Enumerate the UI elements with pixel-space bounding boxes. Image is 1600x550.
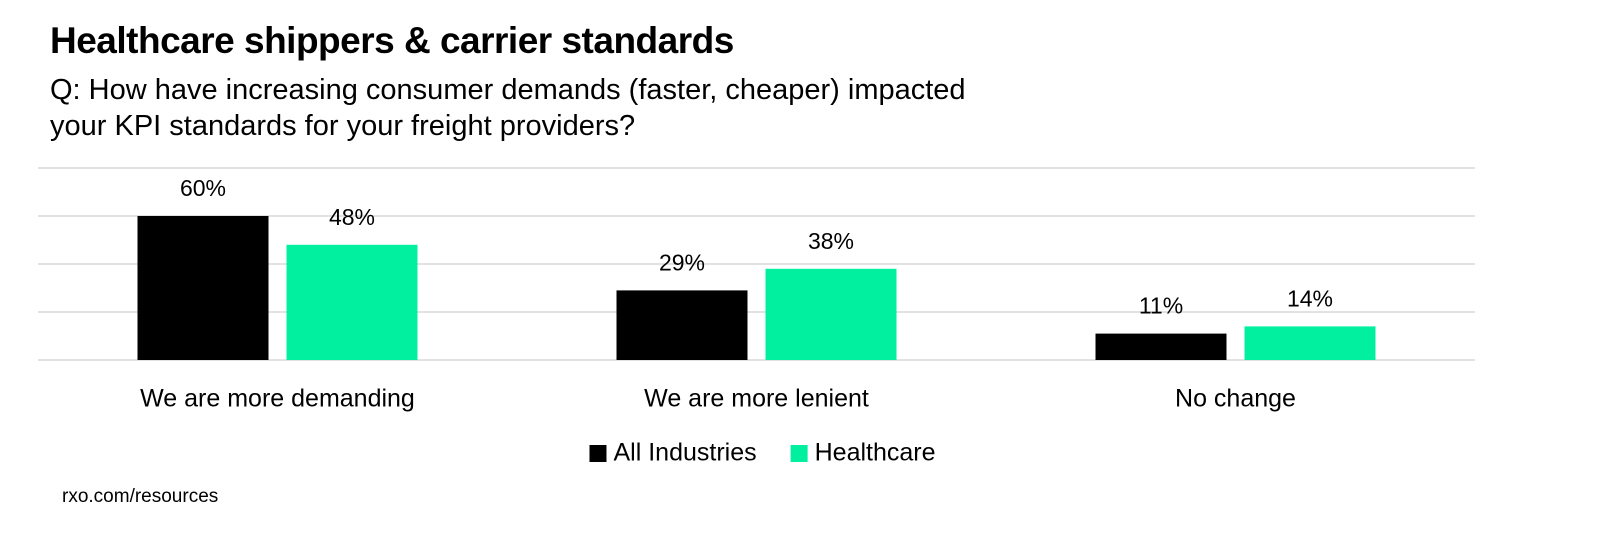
- value-label: 29%: [659, 249, 705, 275]
- legend-swatch: [790, 445, 808, 462]
- x-tick-label: We are more lenient: [644, 385, 869, 413]
- value-label: 48%: [329, 204, 375, 230]
- bar: [1095, 333, 1227, 360]
- value-label: 11%: [1139, 293, 1183, 319]
- legend-label: All Industries: [613, 439, 756, 467]
- value-label: 14%: [1287, 285, 1333, 311]
- legend-label: Healthcare: [815, 439, 936, 467]
- legend-swatch: [589, 445, 607, 462]
- chart-subtitle: Q: How have increasing consumer demands …: [50, 74, 966, 142]
- bar: [137, 216, 269, 360]
- legend-item: Healthcare: [790, 439, 936, 467]
- chart-title: Healthcare shippers & carrier standards: [50, 20, 734, 61]
- legend-item: All Industries: [589, 439, 757, 467]
- x-tick-label: We are more demanding: [140, 385, 415, 413]
- source: rxo.com/resources: [62, 486, 219, 507]
- bar: [616, 290, 748, 360]
- value-label: 38%: [808, 228, 854, 254]
- value-label: 60%: [180, 175, 226, 201]
- bar: [286, 244, 418, 360]
- x-tick-label: No change: [1175, 385, 1296, 413]
- bar: [1244, 326, 1376, 360]
- bar: [765, 268, 897, 360]
